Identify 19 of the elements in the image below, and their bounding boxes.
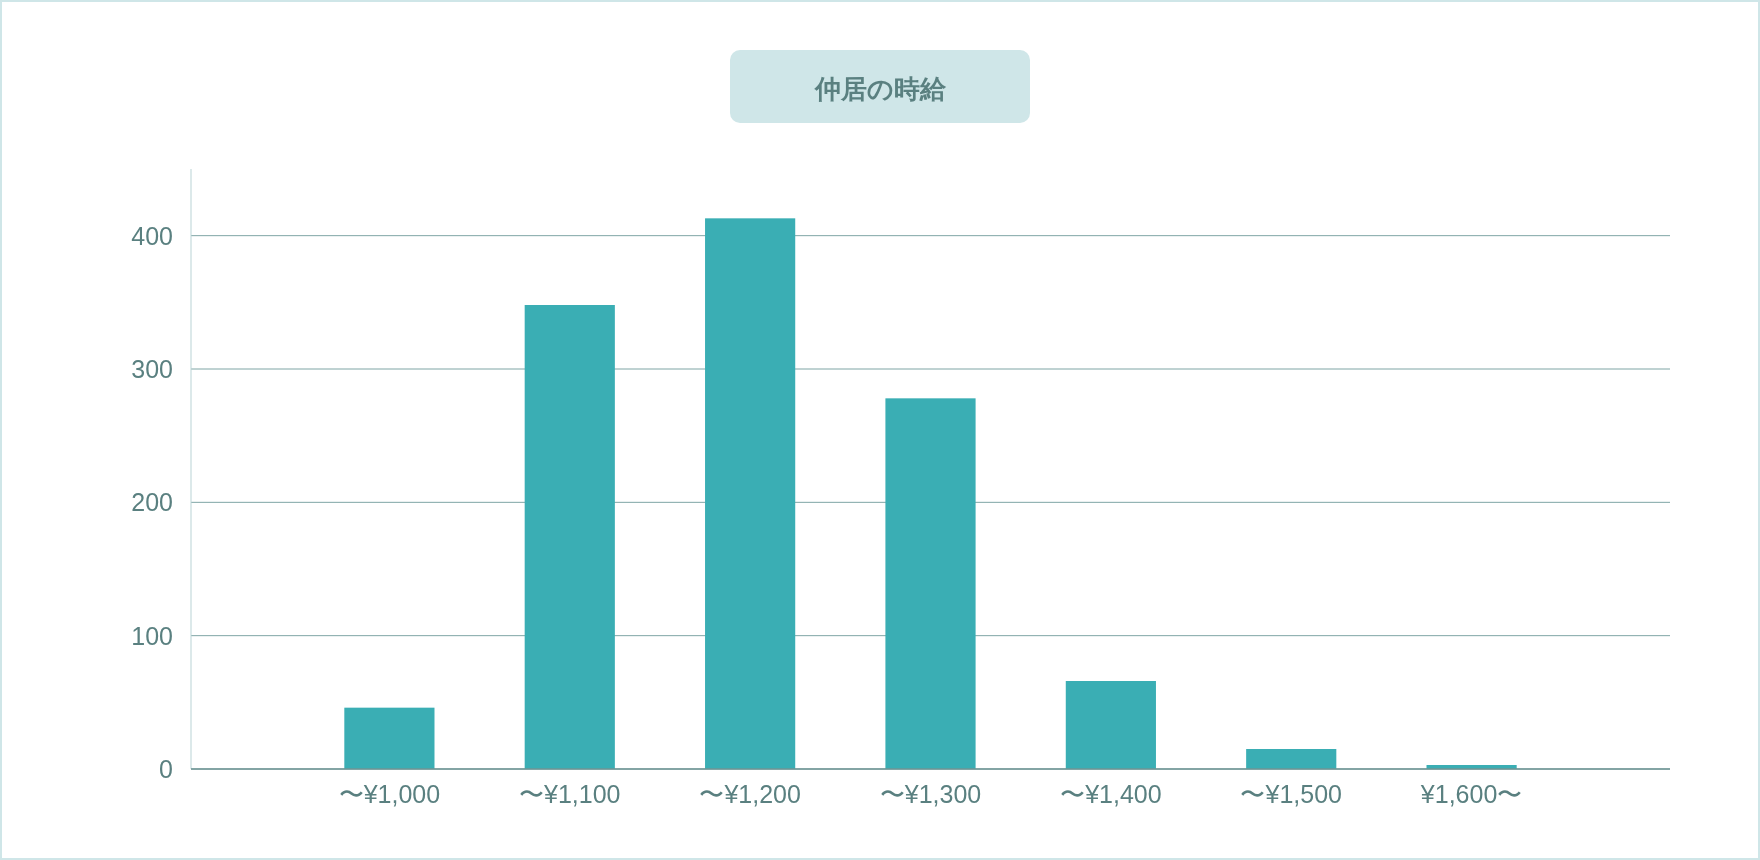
x-tick-label: 〜¥1,300: [879, 780, 982, 808]
x-tick-label: 〜¥1,200: [699, 780, 801, 808]
bar: [1246, 749, 1337, 769]
y-tick-label: 400: [131, 221, 173, 250]
bar: [885, 398, 976, 769]
y-tick-label: 200: [131, 488, 173, 517]
x-tick-label: 〜¥1,000: [338, 780, 441, 808]
x-tick-label: 〜¥1,100: [519, 780, 621, 808]
x-tick-label: ¥1,600〜: [1419, 780, 1523, 808]
y-tick-label: 300: [131, 355, 173, 383]
bar: [524, 305, 615, 769]
bar: [705, 218, 796, 769]
bar: [1065, 681, 1156, 769]
x-tick-label: 〜¥1,400: [1060, 780, 1162, 808]
y-tick-label: 100: [131, 621, 173, 650]
bar: [344, 707, 435, 769]
chart-title: 仲居の時給: [813, 74, 947, 104]
x-tick-label: 〜¥1,500: [1240, 780, 1342, 808]
y-tick-label: 0: [159, 755, 173, 783]
